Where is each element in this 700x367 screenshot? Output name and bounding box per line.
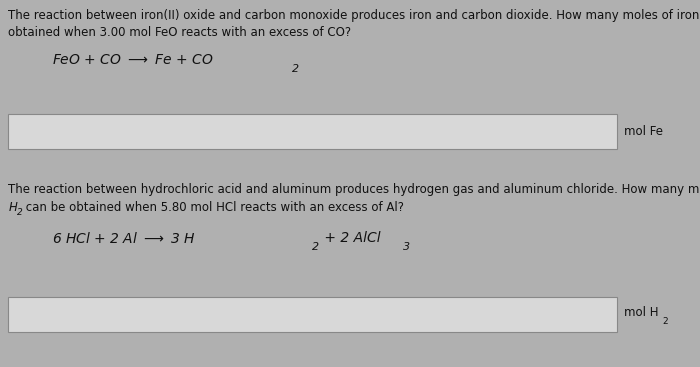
FancyBboxPatch shape [8,297,617,332]
Text: 2: 2 [17,208,22,218]
Text: 6 HCl + 2 Al $\longrightarrow$ 3 H: 6 HCl + 2 Al $\longrightarrow$ 3 H [52,231,196,246]
Text: 2: 2 [312,242,318,252]
Text: mol H: mol H [624,306,659,319]
Text: The reaction between hydrochloric acid and aluminum produces hydrogen gas and al: The reaction between hydrochloric acid a… [8,184,700,196]
Text: can be obtained when 5.80 mol HCl reacts with an excess of Al?: can be obtained when 5.80 mol HCl reacts… [22,201,405,214]
Text: obtained when 3.00 mol FeO reacts with an excess of CO?: obtained when 3.00 mol FeO reacts with a… [8,26,351,39]
Text: + 2 AlCl: + 2 AlCl [320,231,381,245]
Text: 2: 2 [292,64,299,74]
FancyBboxPatch shape [8,114,617,149]
Text: 3: 3 [402,242,409,252]
Text: The reaction between iron(II) oxide and carbon monoxide produces iron and carbon: The reaction between iron(II) oxide and … [8,9,700,22]
Text: H: H [8,201,18,214]
Text: FeO + CO $\longrightarrow$ Fe + CO: FeO + CO $\longrightarrow$ Fe + CO [52,53,214,67]
Text: 2: 2 [662,317,668,326]
Text: mol Fe: mol Fe [624,125,664,138]
